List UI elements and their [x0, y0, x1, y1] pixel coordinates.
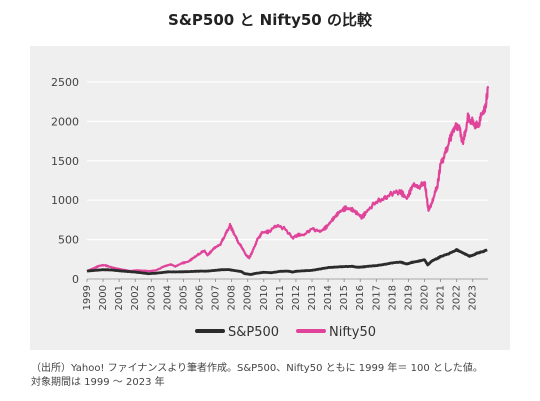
x-tick-label: 2006 — [195, 285, 206, 310]
x-tick-label: 2000 — [98, 285, 109, 310]
y-tick-label: 0 — [72, 273, 79, 286]
x-tick-label: 2010 — [259, 285, 270, 310]
y-tick-label: 500 — [58, 234, 79, 247]
y-tick-label: 1500 — [51, 155, 79, 168]
series-line-nifty50 — [86, 86, 490, 273]
y-tick-label: 2000 — [51, 115, 79, 128]
x-tick-label: 2022 — [452, 285, 463, 310]
x-tick-label: 2002 — [130, 285, 141, 310]
source-note-line-1: （出所）Yahoo! ファイナンスより筆者作成。S&P500、Nifty50 と… — [31, 363, 483, 374]
x-tick-label: 2017 — [371, 285, 382, 310]
x-tick-label: 2008 — [227, 285, 238, 310]
x-tick-label: 2015 — [339, 285, 350, 310]
y-tick-label: 2500 — [51, 76, 79, 89]
chart-title: S&P500 と Nifty50 の比較 — [168, 11, 372, 29]
legend-label-nifty50: Nifty50 — [329, 325, 376, 340]
y-tick-label: 1000 — [51, 194, 79, 207]
x-tick-label: 1999 — [82, 285, 93, 310]
x-tick-label: 2003 — [146, 285, 157, 310]
x-tick-label: 2011 — [275, 285, 286, 310]
x-tick-label: 2004 — [162, 285, 173, 310]
series-line-sp500 — [86, 248, 489, 276]
plot-panel — [30, 46, 510, 350]
source-note: （出所）Yahoo! ファイナンスより筆者作成。S&P500、Nifty50 と… — [31, 362, 531, 390]
x-tick-label: 2007 — [211, 285, 222, 310]
x-tick-label: 2016 — [355, 285, 366, 310]
source-note-line-2: 対象期間は 1999 ～ 2023 年 — [31, 377, 165, 388]
x-tick-label: 2001 — [114, 285, 125, 310]
x-tick-label: 2009 — [243, 285, 254, 310]
x-tick-label: 2018 — [387, 285, 398, 310]
chart-canvas: 0 500 1000 1500 2000 2500 1999 2000 2001 2002 2003… — [51, 76, 490, 340]
x-tick-label: 2019 — [403, 285, 414, 310]
x-tick-label: 2013 — [307, 285, 318, 310]
x-tick-label: 2020 — [420, 285, 431, 310]
x-tick-label: 2012 — [291, 285, 302, 310]
x-tick-label: 2021 — [436, 285, 447, 310]
x-tick-label: 2005 — [178, 285, 189, 310]
x-tick-label: 2014 — [323, 285, 334, 310]
x-tick-label: 2023 — [468, 285, 479, 310]
legend-label-sp500: S&P500 — [228, 325, 279, 340]
